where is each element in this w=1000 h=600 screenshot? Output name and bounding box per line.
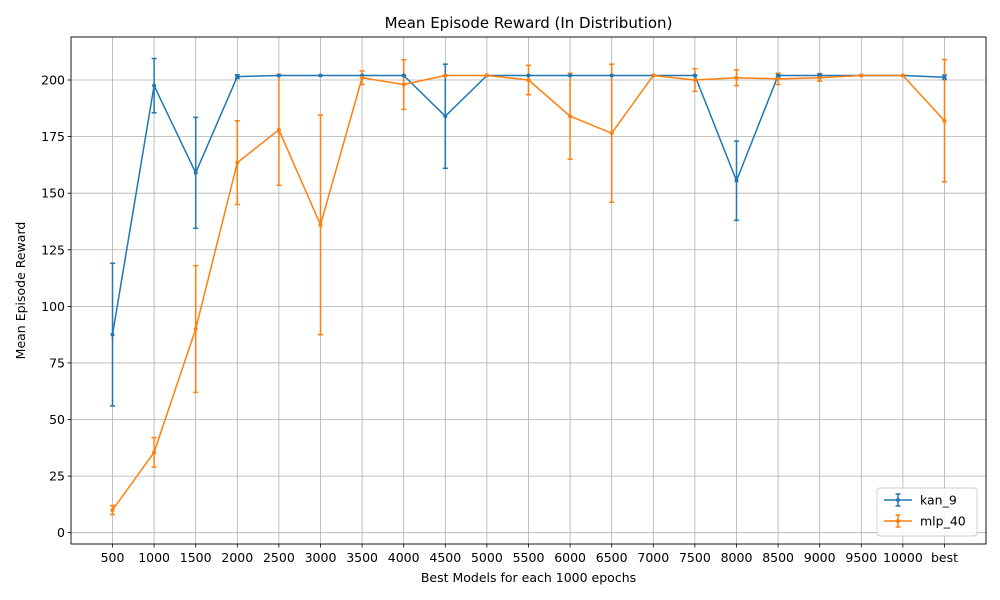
x-tick-label: 1500 [180, 550, 212, 565]
data-point-mlp-40 [859, 73, 864, 78]
y-tick-label: 100 [41, 299, 65, 314]
y-tick-label: 200 [41, 73, 65, 88]
data-point-mlp-40 [401, 82, 406, 87]
x-axis-label: Best Models for each 1000 epochs [421, 570, 636, 585]
data-point-mlp-40 [235, 160, 240, 165]
legend-entry-mlp-40: mlp_40 [884, 514, 966, 529]
data-point-kan-9 [776, 73, 781, 78]
x-tick-label: 9000 [804, 550, 836, 565]
data-point-kan-9 [942, 75, 947, 80]
data-point-kan-9 [318, 73, 323, 78]
data-point-kan-9 [568, 73, 573, 78]
x-tick-label: 8500 [762, 550, 794, 565]
y-axis: 0 25 50 75 100 125 150 175 200 [41, 73, 71, 540]
legend-entry-kan-9: kan_9 [884, 493, 957, 508]
data-point-mlp-40 [568, 114, 573, 119]
data-point-mlp-40 [817, 75, 822, 80]
x-tick-label: 3000 [305, 550, 337, 565]
x-tick-label: 4500 [429, 550, 461, 565]
data-point-kan-9 [401, 73, 406, 78]
data-point-kan-9 [276, 73, 281, 78]
data-point-kan-9 [193, 170, 198, 175]
data-point-mlp-40 [609, 131, 614, 136]
x-tick-label: 3500 [346, 550, 378, 565]
x-tick-label: 8000 [721, 550, 753, 565]
series-markers [110, 73, 947, 513]
data-point-mlp-40 [526, 78, 531, 83]
x-tick-label: 5000 [471, 550, 503, 565]
data-point-mlp-40 [443, 73, 448, 78]
y-tick-label: 25 [49, 469, 65, 484]
data-point-mlp-40 [651, 73, 656, 78]
data-point-mlp-40 [484, 73, 489, 78]
y-tick-label: 150 [41, 186, 65, 201]
data-point-kan-9 [443, 114, 448, 119]
y-tick-label: 0 [57, 525, 65, 540]
data-point-mlp-40 [276, 127, 281, 132]
data-point-mlp-40 [152, 450, 157, 455]
x-axis: 500 1000 1500 2000 2500 3000 3500 4000 4500 5000 5… [101, 544, 958, 565]
x-tick-label: 2500 [263, 550, 295, 565]
x-tick-label: 10000 [883, 550, 923, 565]
chart-title: Mean Episode Reward (In Distribution) [385, 14, 673, 32]
data-point-kan-9 [526, 73, 531, 78]
legend-swatch-marker [896, 519, 900, 523]
x-tick-label: 1000 [138, 550, 170, 565]
legend: kan_9 mlp_40 [876, 487, 978, 537]
data-point-kan-9 [110, 332, 115, 337]
legend-swatch-marker [896, 498, 900, 502]
data-point-mlp-40 [318, 222, 323, 227]
x-tick-label: 7000 [637, 550, 669, 565]
data-point-mlp-40 [110, 508, 115, 513]
data-point-kan-9 [235, 74, 240, 79]
data-point-mlp-40 [942, 118, 947, 123]
data-point-mlp-40 [692, 78, 697, 83]
x-tick-label: 7500 [679, 550, 711, 565]
legend-label: mlp_40 [920, 514, 966, 529]
data-point-mlp-40 [900, 73, 905, 78]
data-point-mlp-40 [734, 75, 739, 80]
data-point-mlp-40 [776, 76, 781, 81]
legend-label: kan_9 [920, 493, 957, 508]
x-tick-label: 4000 [388, 550, 420, 565]
y-axis-label: Mean Episode Reward [13, 222, 28, 360]
data-point-mlp-40 [193, 326, 198, 331]
data-point-kan-9 [152, 83, 157, 88]
y-tick-label: 75 [49, 355, 65, 370]
y-tick-label: 125 [41, 242, 65, 257]
x-tick-label: 5500 [513, 550, 545, 565]
x-tick-label: best [931, 550, 958, 565]
x-tick-label: 6000 [554, 550, 586, 565]
y-tick-label: 175 [41, 129, 65, 144]
x-tick-label: 2000 [221, 550, 253, 565]
data-point-kan-9 [734, 178, 739, 183]
x-tick-label: 6500 [596, 550, 628, 565]
y-tick-label: 50 [49, 412, 65, 427]
data-point-mlp-40 [360, 75, 365, 80]
x-tick-label: 500 [101, 550, 125, 565]
data-point-kan-9 [692, 73, 697, 78]
data-point-kan-9 [609, 73, 614, 78]
x-tick-label: 9500 [845, 550, 877, 565]
